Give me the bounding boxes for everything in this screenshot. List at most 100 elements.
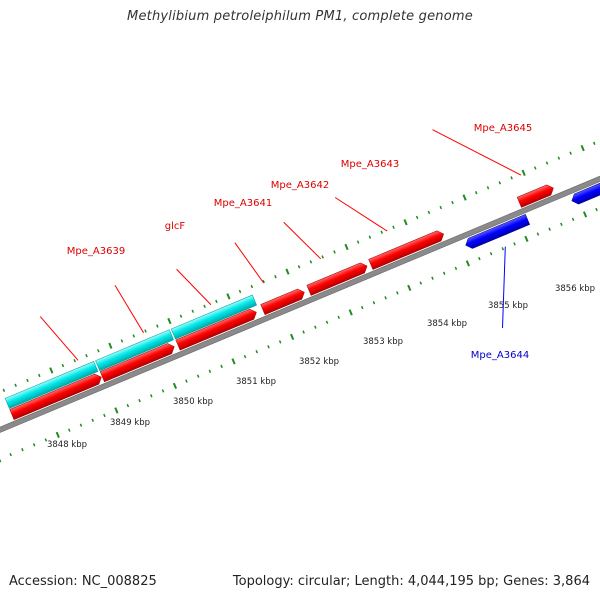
minor-tick [126, 403, 130, 408]
scale-label: 3853 kbp [363, 337, 403, 347]
minor-tick [196, 374, 200, 378]
forward-gene-track [9, 183, 555, 420]
gene-arrow-fwd[interactable] [260, 287, 307, 315]
scale-label: 3849 kbp [110, 418, 150, 428]
minor-tick [321, 255, 324, 259]
gene-label[interactable]: Mpe_A3644 [471, 350, 529, 361]
minor-tick [120, 339, 124, 343]
scale-label: 3848 kbp [47, 440, 87, 450]
minor-tick [274, 274, 277, 279]
scale-labels: 3848 kbp 3849 kbp 3850 kbp 3851 kbp 3852… [47, 284, 595, 450]
minor-tick [356, 240, 360, 244]
minor-tick [138, 399, 141, 403]
minor-tick [191, 309, 195, 313]
minor-tick [396, 291, 399, 295]
minor-tick [478, 256, 481, 261]
gene-label[interactable]: Mpe_A3641 [214, 198, 272, 209]
rna-feature[interactable] [170, 294, 257, 340]
minor-tick [220, 364, 223, 369]
gene-arrow-fwd[interactable] [306, 261, 369, 296]
minor-tick [103, 413, 106, 418]
minor-tick [156, 324, 159, 328]
major-tick [403, 219, 408, 226]
minor-tick [150, 394, 153, 398]
minor-tick [68, 428, 71, 432]
minor-tick [474, 191, 478, 195]
minor-tick [278, 340, 282, 344]
minor-tick [536, 232, 540, 236]
gene-arrow-fwd[interactable] [516, 183, 555, 208]
gene-arrow-fwd[interactable] [175, 307, 259, 351]
minor-tick [392, 225, 395, 229]
rna-feature[interactable] [95, 329, 174, 372]
gene-arrow-fwd[interactable] [368, 229, 446, 270]
rna-feature[interactable] [4, 361, 99, 409]
minor-tick [489, 252, 493, 256]
scale-label: 3855 kbp [488, 301, 528, 311]
minor-tick [454, 266, 458, 271]
gene-label[interactable]: Mpe_A3643 [341, 159, 399, 170]
gene-arrow-rev[interactable] [464, 214, 530, 250]
major-tick [524, 235, 529, 243]
major-tick [167, 317, 172, 325]
major-tick [285, 268, 290, 275]
minor-tick [384, 296, 387, 300]
major-tick [462, 194, 467, 201]
minor-tick [91, 418, 94, 422]
gene-label[interactable]: Mpe_A3639 [67, 246, 125, 257]
scale-label: 3850 kbp [173, 397, 213, 407]
minor-tick [442, 271, 446, 275]
minor-tick [372, 301, 376, 305]
minor-tick [97, 349, 100, 353]
rna-feature-track [4, 294, 257, 409]
major-tick [0, 456, 2, 463]
minor-tick [380, 230, 383, 234]
minor-tick [498, 181, 502, 185]
minor-tick [593, 141, 596, 145]
gene-label[interactable]: Mpe_A3642 [271, 180, 329, 191]
minor-tick [325, 320, 329, 324]
major-tick [407, 284, 412, 292]
minor-tick [548, 227, 551, 231]
minor-tick [431, 276, 434, 280]
minor-tick [215, 299, 218, 304]
scale-label: 3851 kbp [236, 377, 276, 387]
gene-label-callout-rev [502, 246, 506, 329]
gene-label[interactable]: glcF [165, 221, 186, 232]
minor-tick [302, 330, 305, 334]
minor-tick [337, 315, 341, 320]
minor-tick [427, 210, 431, 215]
major-tick [226, 293, 231, 300]
minor-tick [513, 242, 516, 246]
minor-tick [44, 438, 48, 442]
minor-tick [419, 281, 423, 285]
minor-tick [501, 247, 505, 251]
gene-arrow-fwd[interactable] [99, 342, 176, 383]
minor-tick [595, 207, 598, 212]
gene-arrow-fwd[interactable] [9, 372, 104, 420]
minor-tick [262, 279, 265, 284]
major-tick [348, 309, 353, 316]
minor-tick [238, 289, 242, 294]
minor-tick [2, 388, 6, 392]
major-tick [582, 211, 588, 218]
map-title: Methylibium petroleiphilum PM1, complete… [127, 9, 473, 24]
major-tick [108, 342, 113, 349]
minor-tick [569, 151, 572, 155]
gene-arrow-rev[interactable] [570, 160, 600, 206]
major-tick [231, 358, 236, 365]
minor-tick [333, 250, 336, 254]
major-tick [290, 333, 295, 341]
major-tick [55, 431, 60, 439]
major-tick [49, 367, 54, 374]
minor-tick [85, 354, 88, 358]
minor-tick [545, 161, 549, 165]
gene-label[interactable]: Mpe_A3645 [474, 123, 532, 134]
minor-tick [26, 378, 29, 383]
minor-tick [79, 423, 83, 427]
genome-summary: Topology: circular; Length: 4,044,195 bp… [232, 574, 590, 589]
minor-tick [533, 166, 537, 170]
scale-label: 3854 kbp [427, 319, 467, 329]
minor-tick [486, 186, 490, 190]
